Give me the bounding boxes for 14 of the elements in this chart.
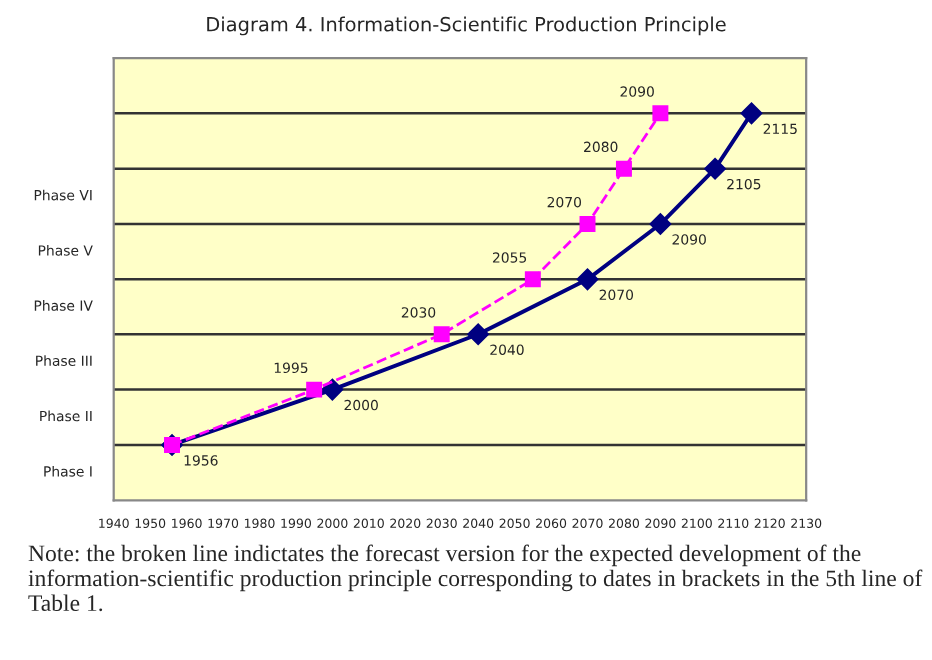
- point: [576, 268, 599, 291]
- point: [321, 378, 344, 401]
- point: [615, 160, 632, 177]
- point: [306, 381, 323, 398]
- point: [467, 323, 490, 346]
- point: [433, 326, 450, 343]
- point: [524, 271, 541, 288]
- chart-title: Diagram 4. Information-Scientific Production Principle: [207, 16, 726, 36]
- point: [652, 105, 669, 122]
- point: [740, 102, 763, 125]
- text: Note: the broken line indictates the forecast version for the expected development of the information-scientific production principle corresponding to dates in brackets in the 5th line of Table 1.: [28, 544, 923, 612]
- point: [579, 216, 596, 232]
- point: [649, 213, 672, 235]
- point: [704, 157, 726, 180]
